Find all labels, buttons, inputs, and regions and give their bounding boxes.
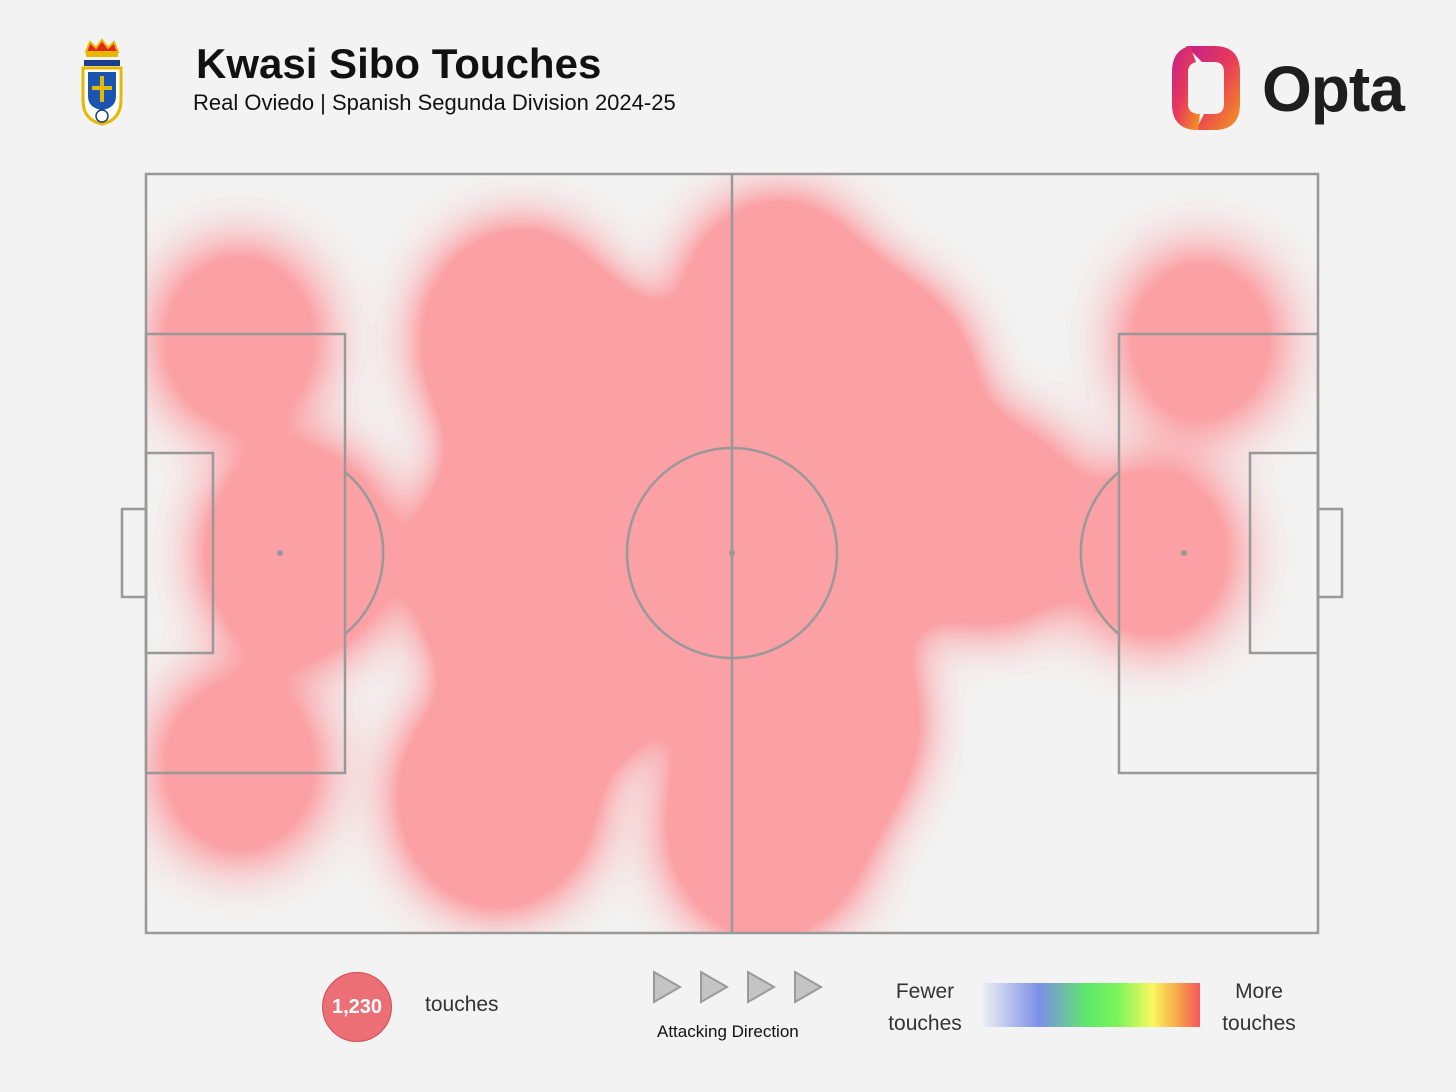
heat-hotspot-7 [680,725,854,928]
opta-logo-icon [1172,46,1240,130]
heat-hotspot-17 [1127,256,1275,425]
legend-low-label: Fewer touches [880,976,970,1040]
legend-color-scale [983,983,1200,1027]
heat-hotspot-10 [410,695,585,898]
legend-high-line2: touches [1222,1012,1296,1035]
legend-low-line2: touches [888,1012,962,1035]
heat-hotspot-12 [214,456,382,651]
heat-hotspot-9 [692,210,865,411]
page-subtitle: Real Oviedo | Spanish Segunda Division 2… [193,90,676,115]
heat-hotspot-13 [164,253,316,428]
heat-hotspot-15 [907,428,1072,619]
play-triangle-icon [794,970,824,1004]
legend-high-label: More touches [1214,976,1304,1040]
legend-high-line1: More [1235,980,1283,1003]
heat-hotspot-8 [758,417,940,630]
page-title: Kwasi Sibo Touches [196,40,602,87]
heat-hotspot-11 [434,239,608,442]
play-triangle-icon [700,970,730,1004]
touch-count-badge: 1,230 [322,972,392,1042]
legend-low-line1: Fewer [895,980,955,1003]
attacking-direction-arrows [653,970,824,1004]
play-triangle-icon [653,970,683,1004]
play-triangle-icon [747,970,777,1004]
heat-hotspot-14 [164,679,316,854]
attacking-direction-label: Attacking Direction [657,1022,799,1041]
heat-hotspot-16 [1079,467,1229,640]
brand-name: Opta [1262,53,1405,125]
club-crest-icon [81,38,123,126]
touch-count-label: touches [425,993,499,1016]
